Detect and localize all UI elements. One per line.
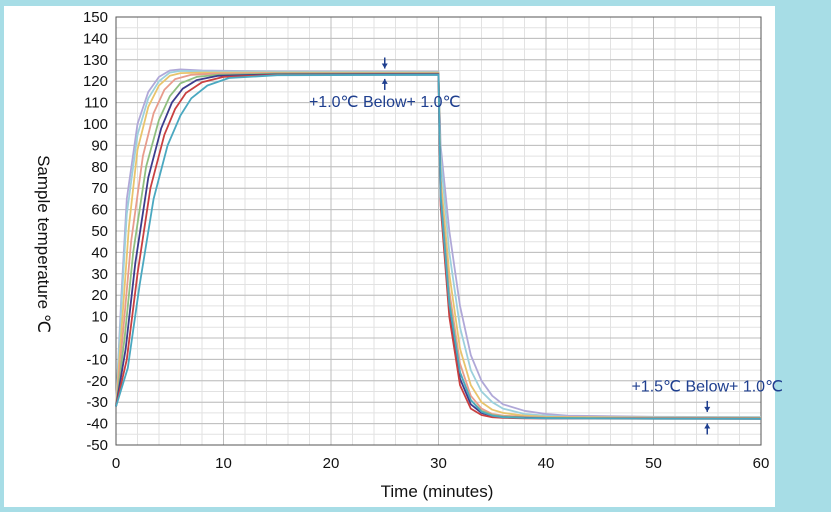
- y-tick-label: 120: [83, 73, 108, 90]
- y-tick-label: -30: [86, 394, 108, 411]
- x-tick-label: 20: [323, 455, 340, 472]
- y-tick-label: 100: [83, 116, 108, 133]
- y-tick-label: -20: [86, 373, 108, 390]
- x-axis-ticks: 0 10 20 30 40 50 60: [112, 455, 770, 472]
- y-tick-label: 50: [91, 223, 108, 240]
- y-tick-label: 0: [100, 330, 108, 347]
- y-axis-ticks: 1501401301201101009080706050403020100-10…: [83, 9, 108, 454]
- y-tick-label: 130: [83, 52, 108, 69]
- tolerance-arrow-up-upper: [381, 78, 388, 90]
- x-tick-label: 60: [753, 455, 770, 472]
- x-tick-label: 50: [645, 455, 662, 472]
- series-layer: [115, 68, 762, 420]
- y-tick-label: 30: [91, 266, 108, 283]
- tolerance-arrow-down-lower: [704, 400, 711, 412]
- y-tick-label: -10: [86, 351, 108, 368]
- x-axis-label: Time (minutes): [381, 482, 494, 501]
- tolerance-arrow-down-upper: [381, 57, 388, 69]
- y-tick-label: 150: [83, 9, 108, 26]
- y-tick-label: -40: [86, 416, 108, 433]
- annotation-upper: +1.0℃ Below+ 1.0℃: [309, 94, 461, 111]
- x-tick-label: 30: [430, 455, 447, 472]
- y-tick-label: 40: [91, 244, 108, 261]
- y-tick-label: 140: [83, 30, 108, 47]
- y-tick-label: 80: [91, 159, 108, 176]
- y-tick-label: -50: [86, 437, 108, 454]
- x-tick-label: 0: [112, 455, 120, 472]
- plot-area: [115, 16, 762, 446]
- annotation-lower: +1.5℃ Below+ 1.0℃: [631, 379, 783, 396]
- x-tick-label: 40: [538, 455, 555, 472]
- y-tick-label: 20: [91, 287, 108, 304]
- annotations: +1.0℃ Below+ 1.0℃ +1.5℃ Below+ 1.0℃: [309, 57, 783, 435]
- series-line-8: [115, 73, 762, 420]
- y-axis-label: Sample temperature ℃: [34, 155, 53, 333]
- y-tick-label: 90: [91, 137, 108, 154]
- tolerance-arrow-up-lower: [704, 423, 711, 435]
- y-tick-label: 10: [91, 309, 108, 326]
- y-tick-label: 60: [91, 202, 108, 219]
- x-tick-label: 10: [215, 455, 232, 472]
- y-tick-label: 110: [84, 95, 108, 112]
- y-tick-label: 70: [91, 180, 108, 197]
